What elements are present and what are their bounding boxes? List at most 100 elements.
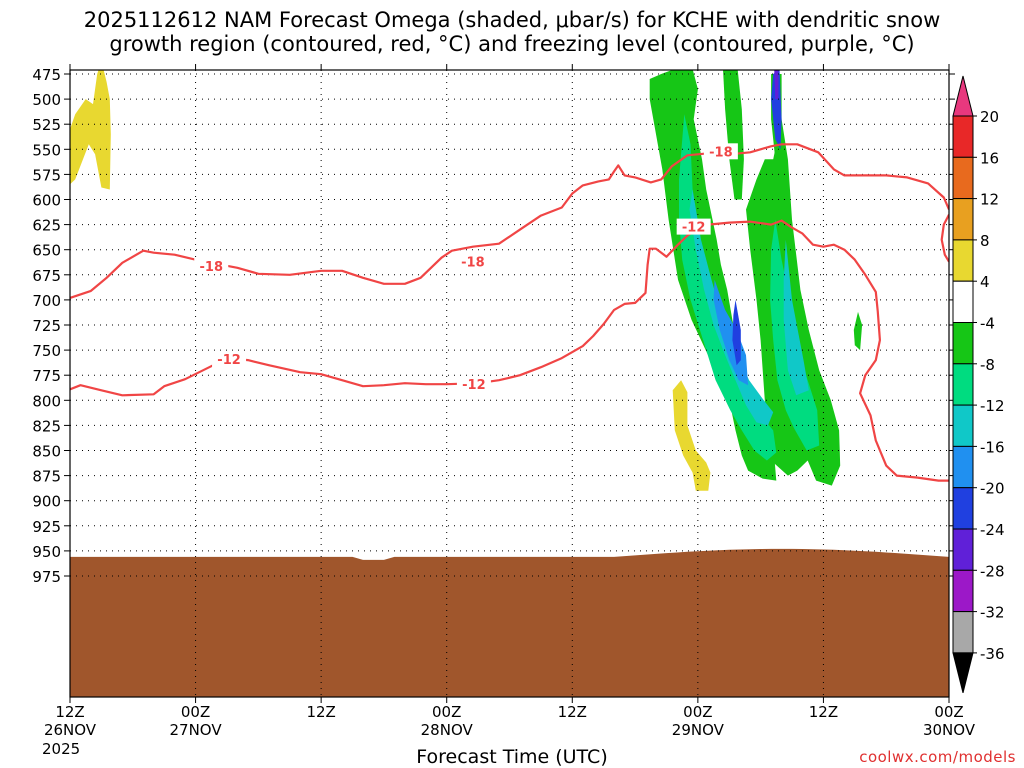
y-tick-label: 475 [32, 66, 61, 84]
contour-line [940, 214, 949, 263]
contour-label-bg [455, 253, 490, 270]
colorbar-box [952, 280, 974, 324]
colorbar-box [952, 528, 974, 571]
chart-title-line2: growth region (contoured, red, °C) and f… [109, 32, 915, 56]
y-tick-label: 600 [32, 192, 61, 210]
y-tick-label: 850 [32, 443, 61, 461]
credit-text: coolwx.com/models [859, 748, 1016, 766]
x-tick-label: 00Z [683, 703, 712, 721]
x-tick-label: 12Z [306, 703, 335, 721]
colorbar-box [952, 445, 974, 489]
y-tick-label: 775 [32, 367, 61, 385]
chart-title-line1: 2025112612 NAM Forecast Omega (shaded, μ… [83, 8, 941, 32]
x-tick-label: 12Z [558, 703, 587, 721]
omega-shading [70, 70, 863, 491]
colorbar-box [952, 487, 974, 530]
y-tick-label: 725 [32, 317, 61, 335]
contour-label: -18 [461, 256, 485, 271]
colorbar-box [952, 404, 974, 447]
colorbar-label: -24 [980, 521, 1005, 539]
contour-label-bg [703, 143, 738, 160]
colorbar-label: -20 [980, 480, 1005, 498]
y-tick-label: 900 [32, 493, 61, 511]
colorbar-box [952, 156, 974, 200]
omega-region [672, 380, 711, 491]
contour-label: -18 [709, 145, 733, 160]
colorbar-label: -36 [980, 645, 1005, 663]
omega-region [723, 70, 744, 200]
omega-region [689, 189, 774, 426]
colorbar-label: 12 [980, 191, 999, 209]
omega-region [771, 70, 782, 150]
terrain-area [70, 548, 949, 697]
contour-label-bg [676, 218, 711, 235]
contour-line [70, 219, 949, 482]
y-tick-label: 750 [32, 342, 61, 360]
y-tick-label: 525 [32, 116, 61, 134]
y-tick-label: 650 [32, 242, 61, 260]
colorbar-box [952, 198, 974, 241]
contour-label-bg [212, 351, 247, 368]
colorbar-box [952, 239, 974, 282]
x-tick-label: 00Z [934, 703, 963, 721]
y-tick-label: 800 [32, 392, 61, 410]
x-tick-date-label: 28NOV [421, 721, 474, 739]
y-tick-label: 975 [32, 568, 61, 586]
colorbar-label: 4 [980, 273, 990, 291]
contour-line [70, 143, 949, 299]
colorbar-label: -28 [980, 562, 1005, 580]
y-tick-label: 825 [32, 417, 61, 435]
contour-label: -12 [682, 221, 706, 236]
contour-label-bg [456, 376, 491, 393]
start-year: 2025 [42, 740, 81, 758]
terrain-fill [70, 548, 949, 697]
y-tick-label: 875 [32, 468, 61, 486]
colorbar-box [952, 611, 974, 654]
plot-frame [69, 69, 950, 698]
colorbar-box [952, 322, 974, 365]
x-axis-label: Forecast Time (UTC) [416, 746, 608, 768]
colorbar-box [952, 569, 974, 613]
colorbar-label: -32 [980, 604, 1005, 622]
colorbar-box [952, 115, 974, 158]
omega-region [853, 311, 863, 351]
contour-label: -12 [462, 378, 486, 393]
x-tick-date-label: 27NOV [170, 721, 223, 739]
grid-lines [69, 70, 950, 697]
colorbar-label: -8 [980, 356, 995, 374]
x-tick-label: 12Z [55, 703, 84, 721]
x-tick-date-label: 26NOV [44, 721, 97, 739]
contour-label-bg [194, 257, 229, 274]
y-tick-label: 550 [32, 141, 61, 159]
y-tick-label: 575 [32, 166, 61, 184]
omega-region [783, 239, 809, 396]
omega-region [732, 299, 741, 366]
y-tick-label: 675 [32, 267, 61, 285]
x-tick-label: 12Z [809, 703, 838, 721]
omega-region [70, 70, 111, 190]
y-tick-label: 500 [32, 91, 61, 109]
temperature-contours: -18 -18 -18 -12 -12 -12 [70, 143, 949, 482]
colorbar-label: -12 [980, 397, 1005, 415]
colorbar-bottom-arrow [952, 652, 974, 694]
colorbar-label: 8 [980, 232, 990, 250]
omega-region [770, 219, 820, 451]
colorbar-label: -4 [980, 315, 995, 333]
colorbar-box [952, 363, 974, 406]
y-axis: 475 500 525 550 575 600 625 650 675 700 725 750 775 8… [32, 66, 955, 586]
colorbar-top-arrow [952, 75, 974, 117]
omega-region [746, 119, 841, 486]
y-tick-label: 950 [32, 543, 61, 561]
colorbar: 20 16 12 8 4 -4 -8 -12 -16 -20 -24 -28 -32 -36 [952, 75, 1005, 694]
y-tick-label: 925 [32, 518, 61, 536]
x-tick-label: 00Z [432, 703, 461, 721]
contour-label: -18 [200, 260, 224, 275]
colorbar-label: -16 [980, 438, 1005, 456]
colorbar-label: 16 [980, 149, 999, 167]
contour-label: -12 [217, 353, 241, 368]
x-tick-date-label: 30NOV [923, 721, 976, 739]
y-tick-label: 625 [32, 217, 61, 235]
colorbar-label: 20 [980, 108, 999, 126]
